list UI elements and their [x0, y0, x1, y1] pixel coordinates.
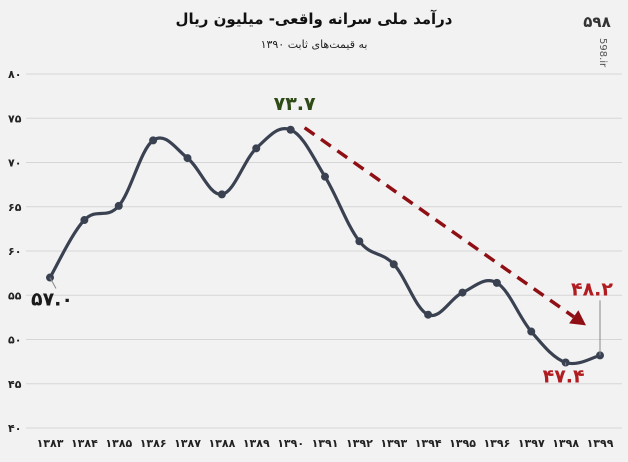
y-tick-label: ۸۰: [8, 68, 21, 81]
x-tick-label: ۱۳۸۵: [105, 437, 132, 450]
y-tick-label: ۷۰: [8, 157, 21, 170]
data-point: [424, 310, 433, 319]
y-tick-label: ۵۰: [8, 334, 21, 347]
data-point: [114, 201, 123, 210]
x-tick-label: ۱۳۸۹: [243, 437, 270, 450]
data-point: [355, 237, 364, 246]
x-tick-label: ۱۳۹۰: [277, 437, 304, 450]
x-tick-label: ۱۳۸۳: [37, 437, 64, 450]
y-tick-label: ۶۰: [8, 245, 21, 258]
x-tick-label: ۱۳۹۷: [518, 437, 545, 450]
annotation-leader: [49, 277, 57, 289]
data-label: ۴۷.۴: [543, 366, 585, 388]
x-tick-label: ۱۳۹۲: [346, 437, 373, 450]
x-tick-label: ۱۳۸۸: [208, 437, 235, 450]
chart-title: درآمد ملی سرانه واقعی- میلیون ریال: [175, 10, 453, 28]
series-line: [48, 127, 601, 366]
x-tick-label: ۱۳۹۳: [380, 437, 407, 450]
x-tick-label: ۱۳۸۷: [174, 437, 201, 450]
data-point: [217, 190, 226, 199]
x-tick-label: ۱۳۹۱: [312, 437, 339, 450]
data-point: [492, 278, 501, 287]
data-point: [149, 136, 158, 145]
data-point: [527, 327, 536, 336]
x-tick-label: ۱۳۸۴: [71, 437, 98, 450]
site-url: 598.ir: [597, 38, 608, 68]
data-point: [252, 144, 261, 153]
data-label: ۵۷.۰: [31, 289, 73, 311]
data-label: ۴۸.۲: [571, 278, 613, 300]
site-logo: ۵۹۸: [583, 13, 611, 31]
data-point: [321, 172, 329, 181]
chart-subtitle: به قیمت‌های ثابت ۱۳۹۰: [260, 38, 368, 51]
y-tick-label: ۶۵: [8, 201, 22, 214]
y-tick-label: ۴۵: [8, 378, 22, 391]
x-tick-label: ۱۳۹۴: [415, 437, 442, 450]
data-point: [389, 260, 398, 269]
x-tick-label: ۱۳۹۸: [552, 437, 579, 450]
x-tick-label: ۱۳۸۶: [140, 437, 167, 450]
data-point: [286, 125, 295, 134]
data-point: [80, 216, 89, 225]
y-tick-label: ۵۵: [8, 289, 22, 302]
trend-arrow-line: [303, 126, 575, 319]
x-tick-label: ۱۳۹۶: [483, 437, 510, 450]
y-tick-label: ۷۵: [8, 112, 22, 125]
x-tick-label: ۱۳۹۵: [449, 437, 476, 450]
data-label: ۷۳.۷: [274, 93, 316, 115]
x-tick-label: ۱۳۹۹: [587, 437, 614, 450]
data-point: [183, 154, 192, 163]
data-point: [458, 288, 467, 297]
trend-arrow-head: [569, 310, 586, 326]
y-tick-label: ۴۰: [8, 422, 21, 435]
